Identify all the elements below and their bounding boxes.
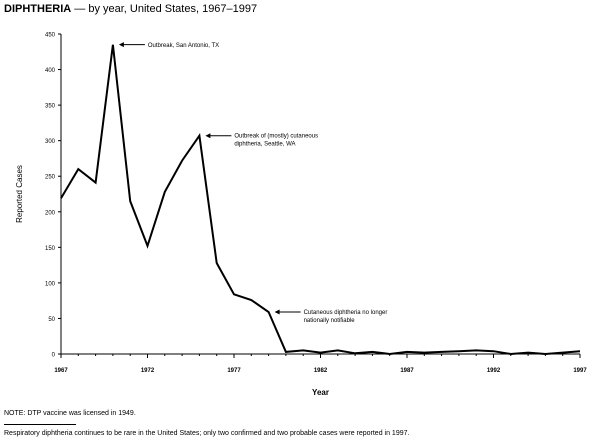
- annotation-arrow-1: [205, 133, 211, 139]
- y-tick-label-450: 450: [45, 33, 56, 39]
- x-axis-label: Year: [312, 388, 329, 397]
- y-tick-label-150: 150: [45, 246, 56, 252]
- footnote-respiratory: Respiratory diphtheria continues to be r…: [4, 430, 410, 437]
- chart-title: DIPHTHERIA — by year, United States, 196…: [4, 3, 257, 15]
- annotation-arrow-2: [274, 309, 280, 315]
- y-tick-label-250: 250: [45, 175, 56, 181]
- x-tick-label-1982: 1982: [314, 368, 328, 374]
- annotation-text2-2: nationally notifiable: [304, 318, 356, 324]
- x-tick-label-1967: 1967: [54, 368, 68, 374]
- y-tick-label-200: 200: [45, 210, 56, 216]
- footnote-divider: [4, 424, 76, 425]
- y-tick-label-100: 100: [45, 281, 56, 287]
- y-tick-label-0: 0: [52, 353, 56, 359]
- annotation-text-0: Outbreak, San Antonio, TX: [148, 43, 219, 49]
- chart-title-rest: — by year, United States, 1967–1997: [71, 3, 258, 15]
- y-tick-label-50: 50: [48, 317, 55, 323]
- annotation-arrow-0: [118, 42, 124, 48]
- y-axis-label: Reported Cases: [15, 165, 24, 223]
- x-tick-label-1997: 1997: [573, 368, 587, 374]
- y-tick-label-350: 350: [45, 104, 56, 110]
- x-tick-label-1972: 1972: [141, 368, 155, 374]
- x-tick-label-1987: 1987: [400, 368, 414, 374]
- annotation-text-2: Cutaneous diphtheria no longer: [304, 310, 388, 316]
- footnote-vaccine: NOTE: DTP vaccine was licensed in 1949.: [4, 410, 136, 417]
- y-tick-label-300: 300: [45, 139, 56, 145]
- annotation-text2-1: diphtheria, Seattle, WA: [234, 142, 295, 148]
- chart-title-bold: DIPHTHERIA: [4, 3, 72, 15]
- series-line-cases: [60, 44, 581, 356]
- x-tick-label-1977: 1977: [227, 368, 241, 374]
- x-tick-label-1992: 1992: [487, 368, 501, 374]
- y-tick-label-400: 400: [45, 68, 56, 74]
- annotation-text-1: Outbreak of (mostly) cutaneous: [234, 134, 318, 140]
